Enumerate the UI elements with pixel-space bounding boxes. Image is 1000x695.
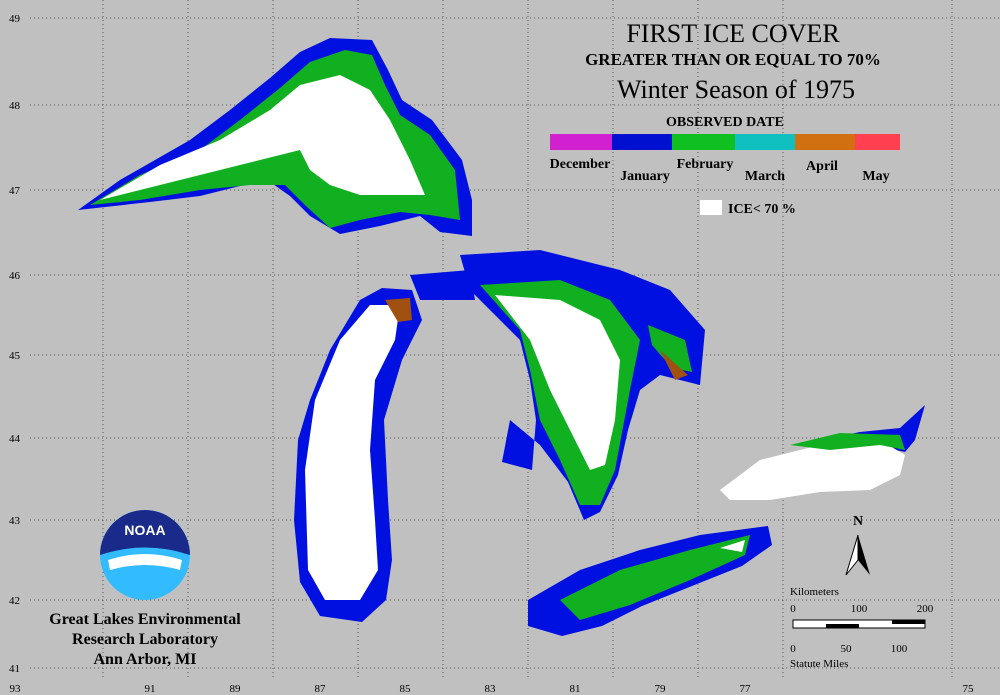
lake-ontario	[720, 405, 925, 500]
month-label: March	[745, 169, 785, 184]
title: FIRST ICE COVER	[626, 19, 840, 48]
km-tick: 200	[917, 603, 934, 615]
lon-label: 93	[10, 683, 22, 695]
lat-label: 44	[9, 433, 21, 445]
lon-label: 77	[740, 683, 752, 695]
lab-name: Ann Arbor, MI	[94, 651, 197, 668]
scale-bar	[792, 619, 926, 629]
lat-label: 47	[9, 185, 21, 197]
lon-label: 83	[485, 683, 497, 695]
month-label: February	[677, 157, 734, 172]
lake-huron	[460, 250, 705, 520]
month-label: May	[862, 169, 889, 184]
lat-label: 43	[9, 515, 21, 527]
low-ice-label: ICE< 70 %	[728, 202, 796, 217]
season: Winter Season of 1975	[617, 75, 855, 104]
lon-label: 79	[655, 683, 667, 695]
lat-label: 42	[9, 595, 20, 607]
lon-label: 85	[400, 683, 412, 695]
month-label: December	[550, 157, 611, 172]
mi-tick: 0	[790, 643, 796, 655]
low-ice-swatch	[700, 200, 722, 215]
km-tick: 100	[851, 603, 868, 615]
subtitle: GREATER THAN OR EQUAL TO 70%	[585, 50, 881, 69]
mi-tick: 100	[891, 643, 908, 655]
lon-label: 75	[963, 683, 975, 695]
lat-label: 45	[9, 350, 21, 362]
lat-label: 46	[9, 270, 21, 282]
north-arrow	[845, 534, 859, 576]
lat-label: 48	[9, 100, 21, 112]
lat-label: 49	[9, 13, 21, 25]
lake-erie	[528, 526, 772, 636]
month-label: April	[806, 159, 838, 174]
lon-label: 81	[570, 683, 581, 695]
km-tick: 0	[790, 603, 796, 615]
legend-title: OBSERVED DATE	[666, 115, 784, 130]
mi-tick: 50	[841, 643, 853, 655]
month-label: January	[620, 169, 670, 184]
lab-name: Research Laboratory	[72, 631, 218, 648]
logo-text: NOAA	[124, 522, 165, 538]
lon-label: 89	[230, 683, 242, 695]
lake-superior	[78, 38, 472, 236]
lon-label: 91	[145, 683, 156, 695]
lon-label: 87	[315, 683, 327, 695]
mi-title: Statute Miles	[790, 658, 848, 670]
noaa-logo: NOAA	[100, 510, 190, 600]
lab-name: Great Lakes Environmental	[49, 611, 241, 628]
north-label: N	[853, 514, 863, 529]
color-bar	[550, 134, 900, 150]
lat-label: 41	[9, 663, 20, 675]
lake-michigan	[294, 270, 475, 622]
north-arrow	[858, 535, 870, 575]
km-title: Kilometers	[790, 586, 839, 598]
